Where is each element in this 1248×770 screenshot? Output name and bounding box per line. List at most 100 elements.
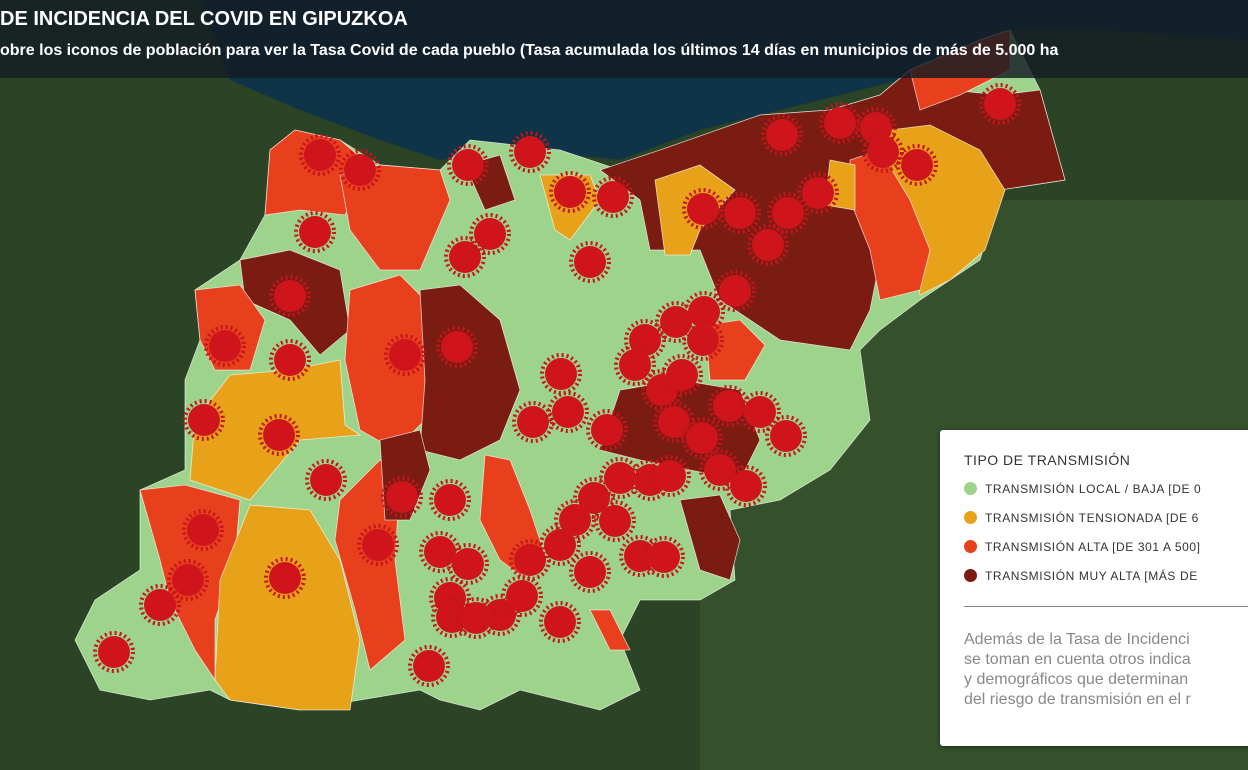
population-icon[interactable] bbox=[714, 270, 756, 312]
icon-body bbox=[901, 149, 933, 181]
legend-swatch bbox=[964, 540, 977, 553]
icon-spikes bbox=[594, 500, 636, 542]
population-icon[interactable] bbox=[539, 601, 581, 643]
population-icons bbox=[93, 83, 1021, 687]
icon-spikes bbox=[682, 188, 724, 230]
population-icon[interactable] bbox=[554, 499, 596, 541]
population-icon[interactable] bbox=[139, 584, 181, 626]
population-icon[interactable] bbox=[381, 476, 423, 518]
population-icon[interactable] bbox=[509, 131, 551, 173]
icon-spikes bbox=[714, 270, 756, 312]
population-icon[interactable] bbox=[182, 509, 224, 551]
icon-body bbox=[552, 396, 584, 428]
icon-spikes bbox=[258, 414, 300, 456]
population-icon[interactable] bbox=[512, 401, 554, 443]
population-icon[interactable] bbox=[765, 415, 807, 457]
population-icon[interactable] bbox=[681, 417, 723, 459]
population-icon[interactable] bbox=[339, 149, 381, 191]
population-icon[interactable] bbox=[661, 354, 703, 396]
icon-spikes bbox=[643, 536, 685, 578]
icon-body bbox=[860, 112, 892, 144]
icon-spikes bbox=[767, 192, 809, 234]
population-icon[interactable] bbox=[509, 539, 551, 581]
population-icon[interactable] bbox=[739, 391, 781, 433]
icon-spikes bbox=[183, 399, 225, 441]
icon-body bbox=[362, 529, 394, 561]
icon-body bbox=[744, 396, 776, 428]
legend-item: TRANSMISIÓN TENSIONADA [DE 6 bbox=[964, 511, 1199, 525]
icon-spikes bbox=[599, 457, 641, 499]
icon-spikes bbox=[765, 415, 807, 457]
population-icon[interactable] bbox=[204, 325, 246, 367]
population-icon[interactable] bbox=[614, 344, 656, 386]
population-icon[interactable] bbox=[649, 455, 691, 497]
icon-body bbox=[386, 481, 418, 513]
population-icon[interactable] bbox=[747, 224, 789, 266]
population-icon[interactable] bbox=[269, 275, 311, 317]
population-icon[interactable] bbox=[167, 559, 209, 601]
icon-spikes bbox=[269, 275, 311, 317]
population-icon[interactable] bbox=[767, 192, 809, 234]
population-icon[interactable] bbox=[429, 479, 471, 521]
population-icon[interactable] bbox=[547, 391, 589, 433]
population-icon[interactable] bbox=[305, 459, 347, 501]
icon-spikes bbox=[649, 455, 691, 497]
population-icon[interactable] bbox=[469, 213, 511, 255]
icon-spikes bbox=[979, 83, 1021, 125]
population-icon[interactable] bbox=[539, 524, 581, 566]
icon-spikes bbox=[447, 144, 489, 186]
population-icon[interactable] bbox=[979, 83, 1021, 125]
population-icon[interactable] bbox=[643, 536, 685, 578]
population-icon[interactable] bbox=[761, 114, 803, 156]
population-icon[interactable] bbox=[592, 176, 634, 218]
population-icon[interactable] bbox=[299, 134, 341, 176]
population-icon[interactable] bbox=[653, 401, 695, 443]
population-icon[interactable] bbox=[258, 414, 300, 456]
icon-spikes bbox=[509, 131, 551, 173]
icon-body bbox=[824, 107, 856, 139]
population-icon[interactable] bbox=[569, 241, 611, 283]
population-icon[interactable] bbox=[294, 211, 336, 253]
population-icon[interactable] bbox=[862, 131, 904, 173]
population-icon[interactable] bbox=[549, 171, 591, 213]
population-icon[interactable] bbox=[683, 291, 725, 333]
population-icon[interactable] bbox=[819, 102, 861, 144]
icon-body bbox=[449, 241, 481, 273]
population-icon[interactable] bbox=[855, 107, 897, 149]
population-icon[interactable] bbox=[436, 326, 478, 368]
population-icon[interactable] bbox=[501, 575, 543, 617]
icon-spikes bbox=[862, 131, 904, 173]
population-icon[interactable] bbox=[444, 236, 486, 278]
population-icon[interactable] bbox=[384, 334, 426, 376]
population-icon[interactable] bbox=[264, 557, 306, 599]
population-icon[interactable] bbox=[797, 172, 839, 214]
icon-spikes bbox=[357, 524, 399, 566]
icon-spikes bbox=[139, 584, 181, 626]
legend-swatch bbox=[964, 569, 977, 582]
population-icon[interactable] bbox=[594, 500, 636, 542]
population-icon[interactable] bbox=[447, 144, 489, 186]
population-icon[interactable] bbox=[408, 645, 450, 687]
icon-body bbox=[648, 541, 680, 573]
icon-body bbox=[188, 404, 220, 436]
population-icon[interactable] bbox=[586, 409, 628, 451]
legend-item: TRANSMISIÓN MUY ALTA [MÁS DE bbox=[964, 569, 1198, 583]
population-icon[interactable] bbox=[357, 524, 399, 566]
population-icon[interactable] bbox=[719, 192, 761, 234]
population-icon[interactable] bbox=[682, 188, 724, 230]
population-icon[interactable] bbox=[183, 399, 225, 441]
population-icon[interactable] bbox=[725, 465, 767, 507]
population-icon[interactable] bbox=[269, 339, 311, 381]
population-icon[interactable] bbox=[540, 353, 582, 395]
population-icon[interactable] bbox=[447, 543, 489, 585]
population-icon[interactable] bbox=[569, 551, 611, 593]
population-icon[interactable] bbox=[682, 319, 724, 361]
icon-body bbox=[704, 454, 736, 486]
population-icon[interactable] bbox=[455, 597, 497, 639]
region-high bbox=[589, 609, 631, 651]
icon-body bbox=[310, 464, 342, 496]
population-icon[interactable] bbox=[896, 144, 938, 186]
population-icon[interactable] bbox=[93, 631, 135, 673]
legend-item: TRANSMISIÓN ALTA [DE 301 A 500] bbox=[964, 540, 1201, 554]
population-icon[interactable] bbox=[599, 457, 641, 499]
